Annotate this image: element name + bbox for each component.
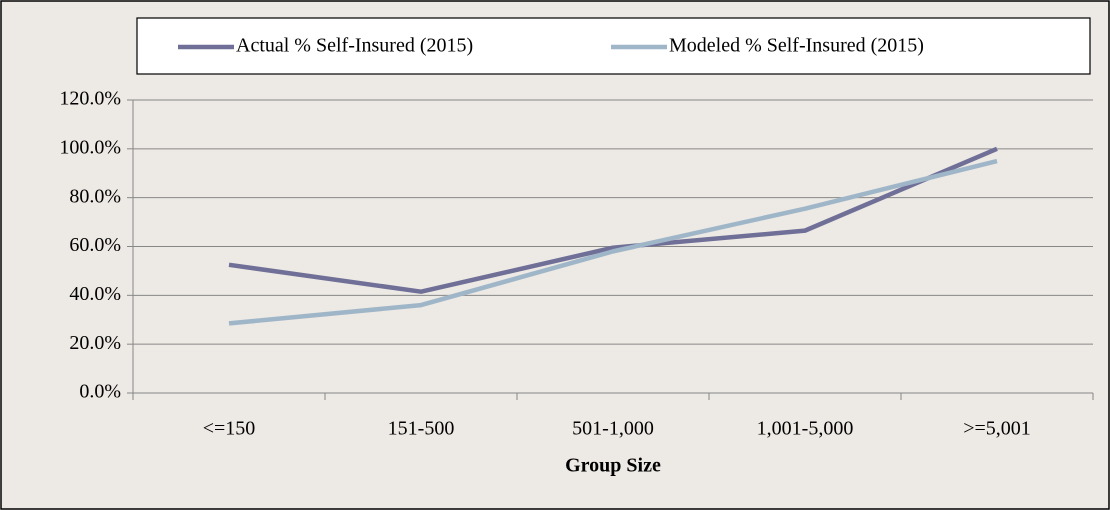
series-line: [228, 146, 998, 294]
x-tick-label: 1,001-5,000: [757, 418, 854, 440]
y-tick-label: 120.0%: [59, 88, 121, 110]
y-tick-label: 80.0%: [69, 185, 121, 207]
x-tick-label: >=5,001: [963, 418, 1031, 440]
x-tick-label: <=150: [203, 418, 256, 440]
x-tick-label: 501-1,000: [572, 418, 654, 440]
y-tick-label: 20.0%: [69, 332, 121, 354]
x-tick-label: 151-500: [388, 418, 455, 440]
y-tick-label: 40.0%: [69, 283, 121, 305]
series-line: [228, 158, 998, 326]
legend-label: Actual % Self-Insured (2015): [236, 35, 473, 57]
y-tick-label: 100.0%: [59, 136, 121, 158]
legend-label: Modeled % Self-Insured (2015): [669, 35, 924, 57]
y-tick-label: 60.0%: [69, 234, 121, 256]
y-tick-label: 0.0%: [79, 381, 121, 403]
x-axis-title: Group Size: [565, 455, 661, 477]
